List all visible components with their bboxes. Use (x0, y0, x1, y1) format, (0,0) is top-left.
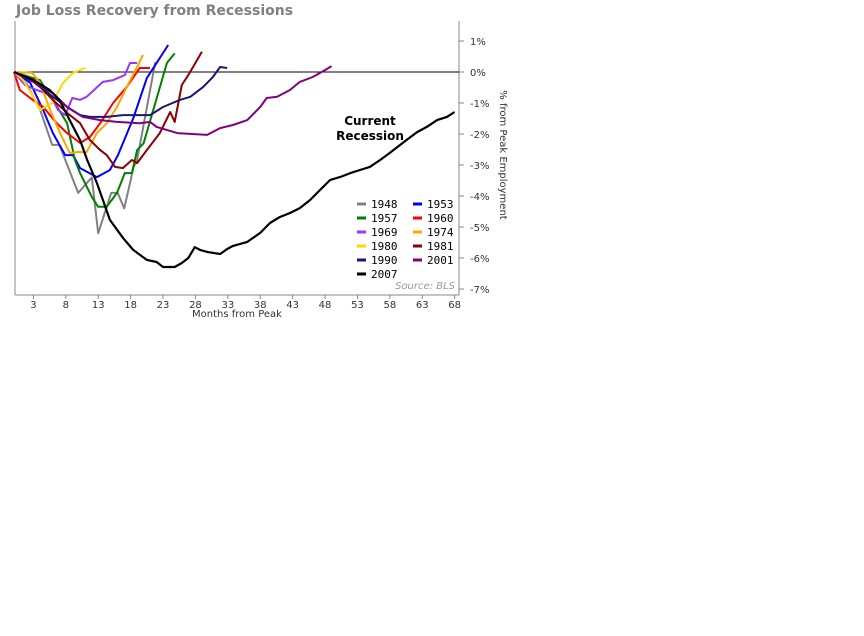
x-tick-label: 33 (221, 300, 234, 311)
legend-label-1974: 1974 (427, 226, 454, 239)
legend-label-1990: 1990 (371, 254, 398, 267)
legend: 1948 1953 1957 1960 1969 1974 1980 1981 1990 2001… (357, 198, 454, 281)
x-tick-label: 23 (157, 300, 170, 311)
x-tick-label: 38 (254, 300, 267, 311)
series-line-2007 (13, 70, 456, 269)
legend-label-2007: 2007 (371, 268, 398, 281)
legend-label-1981: 1981 (427, 240, 454, 253)
series-line-2001 (13, 65, 333, 136)
x-tick-label: 58 (383, 300, 396, 311)
y-tick-label: -5% (470, 223, 489, 234)
x-tick-label: 53 (351, 300, 364, 311)
y-tick-label: -7% (470, 285, 489, 296)
x-tick-label: 43 (286, 300, 299, 311)
x-tick-label: 13 (92, 300, 105, 311)
legend-label-2001: 2001 (427, 254, 454, 267)
y-tick-label: -4% (470, 192, 489, 203)
y-ticks: 1% 0% -1% -2% -3% -4% -5% -6% -7% (459, 37, 489, 296)
x-tick-label: 18 (124, 300, 137, 311)
x-tick-label: 48 (319, 300, 332, 311)
series-line-1980 (13, 67, 86, 112)
y-tick-label: -2% (470, 130, 489, 141)
y-tick-label: -6% (470, 254, 489, 265)
x-tick-label: 68 (448, 300, 461, 311)
y-tick-label: -3% (470, 161, 489, 172)
legend-label-1948: 1948 (371, 198, 398, 211)
x-ticks: 3 8 13 18 23 28 33 38 43 48 53 58 63 68 (30, 295, 461, 311)
source-note: Source: BLS (395, 281, 456, 292)
series-lines (13, 44, 456, 269)
x-axis-label: Months from Peak (192, 309, 282, 320)
series-line-1953 (13, 44, 170, 179)
x-tick-label: 28 (189, 300, 202, 311)
y-tick-label: -1% (470, 99, 489, 110)
annotation-line-2: Recession (336, 129, 404, 143)
annotation-line-1: Current (344, 114, 396, 128)
y-tick-label: 1% (470, 37, 486, 48)
legend-label-1980: 1980 (371, 240, 398, 253)
x-tick-label: 8 (63, 300, 69, 311)
series-line-1969 (13, 62, 138, 117)
y-axis-label: % from Peak Employment (497, 90, 508, 220)
legend-label-1969: 1969 (371, 226, 398, 239)
legend-label-1953: 1953 (427, 198, 454, 211)
y-tick-label: 0% (470, 68, 486, 79)
legend-label-1957: 1957 (371, 212, 398, 225)
legend-label-1960: 1960 (427, 212, 454, 225)
chart-title: Job Loss Recovery from Recessions (15, 3, 293, 19)
plot-area (15, 21, 459, 295)
x-tick-label: 63 (416, 300, 429, 311)
x-tick-label: 3 (30, 300, 36, 311)
